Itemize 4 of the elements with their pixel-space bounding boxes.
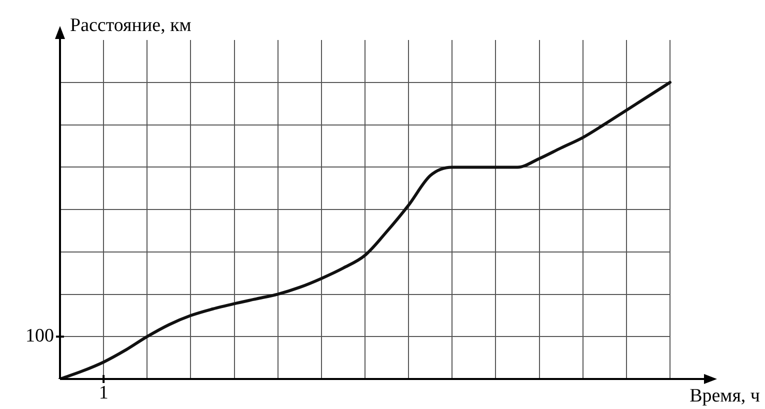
- text: 100: [26, 326, 54, 347]
- x-axis-title: Время, ч: [690, 385, 760, 406]
- text: 1: [98, 382, 108, 404]
- y-axis-title: Расстояние, км: [70, 14, 192, 36]
